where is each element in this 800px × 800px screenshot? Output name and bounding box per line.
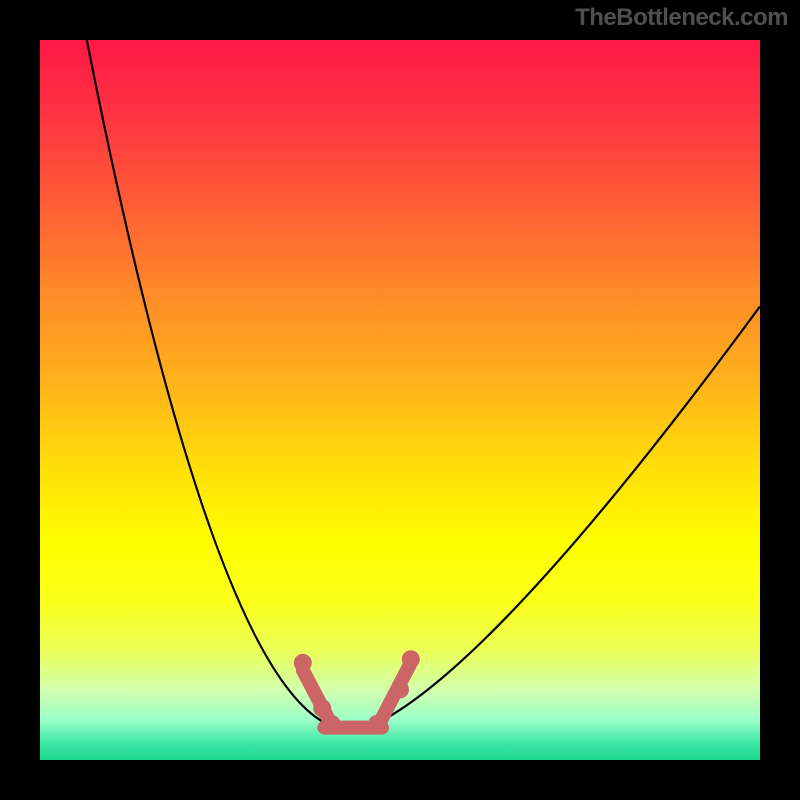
plot-container: [32, 32, 768, 768]
highlight-dot: [402, 650, 420, 668]
curve-overlay: [32, 32, 768, 768]
bottleneck-curve: [87, 40, 760, 723]
highlight-dot: [391, 680, 409, 698]
watermark-text: TheBottleneck.com: [575, 4, 788, 32]
highlight-dot: [368, 715, 386, 733]
highlight-dot: [323, 715, 341, 733]
highlight-dot: [313, 699, 331, 717]
highlight-dot: [294, 654, 312, 672]
